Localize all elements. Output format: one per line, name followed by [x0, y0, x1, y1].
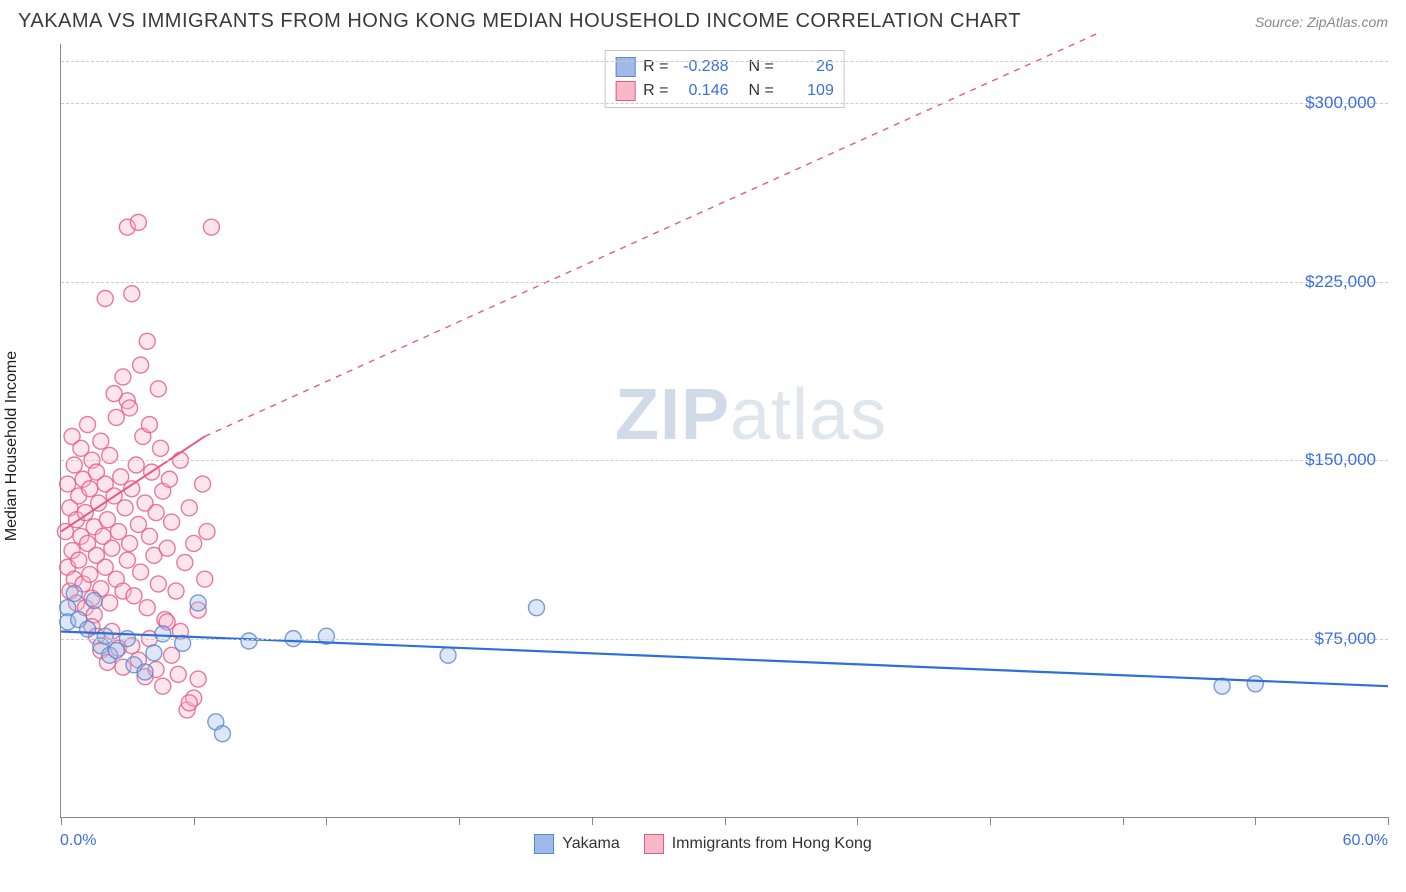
y-axis-label: Median Household Income	[3, 351, 21, 541]
chart-area: Median Household Income ZIPatlas R = -0.…	[18, 44, 1388, 848]
source-label: Source: ZipAtlas.com	[1255, 14, 1388, 30]
bottom-legend: Yakama Immigrants from Hong Kong	[18, 834, 1388, 854]
stats-legend-box: R = -0.288 N = 26 R = 0.146 N = 109	[604, 50, 845, 108]
legend-item-yakama: Yakama	[534, 834, 620, 854]
stats-row-yakama: R = -0.288 N = 26	[615, 55, 834, 79]
legend-swatch-hk	[644, 834, 664, 854]
legend-swatch-yakama	[534, 834, 554, 854]
legend-label-yakama: Yakama	[562, 835, 620, 853]
stats-row-hk: R = 0.146 N = 109	[615, 79, 834, 103]
chart-header: YAKAMA VS IMMIGRANTS FROM HONG KONG MEDI…	[0, 0, 1406, 39]
chart-title: YAKAMA VS IMMIGRANTS FROM HONG KONG MEDI…	[18, 10, 1021, 33]
legend-item-hk: Immigrants from Hong Kong	[644, 834, 872, 854]
legend-label-hk: Immigrants from Hong Kong	[672, 835, 872, 853]
swatch-hk	[615, 81, 635, 101]
scatter-svg	[61, 44, 1388, 817]
plot-area: ZIPatlas R = -0.288 N = 26 R = 0.146 N =…	[60, 44, 1388, 818]
